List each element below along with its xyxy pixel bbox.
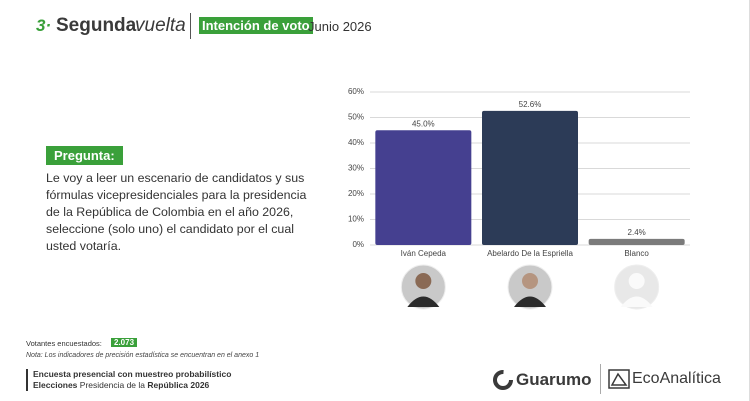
bar	[588, 238, 685, 245]
topic-badge: Intención de voto	[199, 17, 313, 34]
y-tick-label: 0%	[352, 240, 364, 249]
photo-head	[628, 273, 645, 289]
bar	[375, 130, 472, 245]
y-tick-label: 10%	[348, 215, 364, 224]
footer-bar	[26, 369, 28, 391]
y-tick-label: 60%	[348, 87, 364, 96]
y-tick-label: 50%	[348, 113, 364, 122]
question-text: Le voy a leer un escenario de candidatos…	[46, 171, 307, 253]
title-italic: vuelta	[135, 15, 186, 36]
photo-body	[620, 296, 653, 307]
y-tick-label: 40%	[348, 138, 364, 147]
logo-ecoanalitica: EcoAnalítica	[632, 370, 721, 387]
election: Elecciones Presidencia de la República 2…	[33, 380, 209, 390]
photo-head	[522, 273, 538, 289]
election-bold: Elecciones	[33, 380, 78, 390]
title-bold: Segunda	[56, 15, 137, 36]
note: Nota: Los indicadores de precisión estad…	[26, 352, 260, 359]
y-tick-label: 30%	[348, 164, 364, 173]
election-bold: República 2026	[147, 380, 210, 390]
chart: 0% 10% 20% 30% 40% 50% 60% 45.0% Iván Cepeda 52.6…	[348, 87, 690, 310]
x-tick-label: Blanco	[624, 249, 649, 258]
logo-guarumo: Guarumo	[516, 370, 592, 389]
value-label: 45.0%	[412, 119, 435, 128]
eco-icon	[608, 369, 630, 389]
x-tick-label: Iván Cepeda	[401, 249, 447, 258]
date: Junio 2026	[308, 19, 372, 34]
sample-label: Votantes encuestados:	[26, 339, 102, 348]
election-text: Presidencia de la	[79, 380, 146, 390]
value-label: 52.6%	[519, 100, 542, 109]
photo-head	[415, 273, 432, 289]
y-tick-label: 20%	[348, 189, 364, 198]
guarumo-icon	[493, 370, 513, 390]
photo-body	[407, 296, 440, 307]
question-label: Pregunta:	[46, 146, 123, 165]
sample-size: 2.073	[111, 338, 138, 347]
section-number: 3·	[36, 16, 52, 35]
x-tick-label: Abelardo De la Espriella	[487, 249, 573, 258]
method: Encuesta presencial con muestreo probabi…	[33, 369, 232, 379]
logo-separator	[600, 364, 601, 394]
photo-body	[514, 296, 546, 307]
bar	[482, 110, 578, 246]
value-label: 2.4%	[628, 228, 646, 237]
separator	[190, 13, 191, 39]
